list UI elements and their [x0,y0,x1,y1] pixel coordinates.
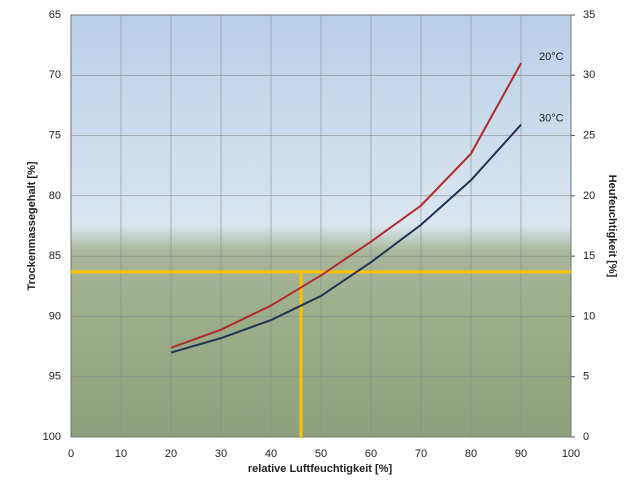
y2-tick-label: 0 [583,431,589,443]
x-tick-label: 90 [515,448,527,460]
y-tick-label: 75 [49,129,61,141]
series-line [170,124,522,354]
x-tick-label: 0 [68,448,74,460]
y-tick-label: 95 [49,371,61,383]
y-axis-title: Trockenmassegehalt [%] [26,161,38,290]
x-tick-label: 20 [165,448,177,460]
x-tick-label: 10 [115,448,127,460]
y-tick-label: 65 [49,9,61,21]
y-tick-label: 80 [49,190,61,202]
y-tick-label: 100 [43,431,61,443]
y2-tick-label: 5 [583,371,589,383]
series-line [170,62,522,349]
x-axis-title: relative Luftfeuchtigkeit [%] [248,463,393,475]
x-tick-label: 100 [562,448,580,460]
plot-frame [70,14,572,438]
x-tick-label: 40 [265,448,277,460]
y2-axis-title: Heufeuchtigkeit [%] [606,175,618,278]
x-tick-label: 50 [315,448,327,460]
y2-tick-label: 10 [583,310,595,322]
x-tick-label: 80 [465,448,477,460]
y2-tick-label: 35 [583,9,595,21]
y2-tick-label: 30 [583,69,595,81]
y2-tick-label: 25 [583,129,595,141]
series-label: 20°C [539,51,564,63]
y-tick-label: 90 [49,310,61,322]
y-tick-label: 70 [49,69,61,81]
y2-tick-label: 20 [583,190,595,202]
y-tick-label: 85 [49,250,61,262]
series-label: 30°C [539,113,564,125]
x-tick-label: 60 [365,448,377,460]
x-tick-label: 70 [415,448,427,460]
y2-tick-label: 15 [583,250,595,262]
x-tick-label: 30 [215,448,227,460]
